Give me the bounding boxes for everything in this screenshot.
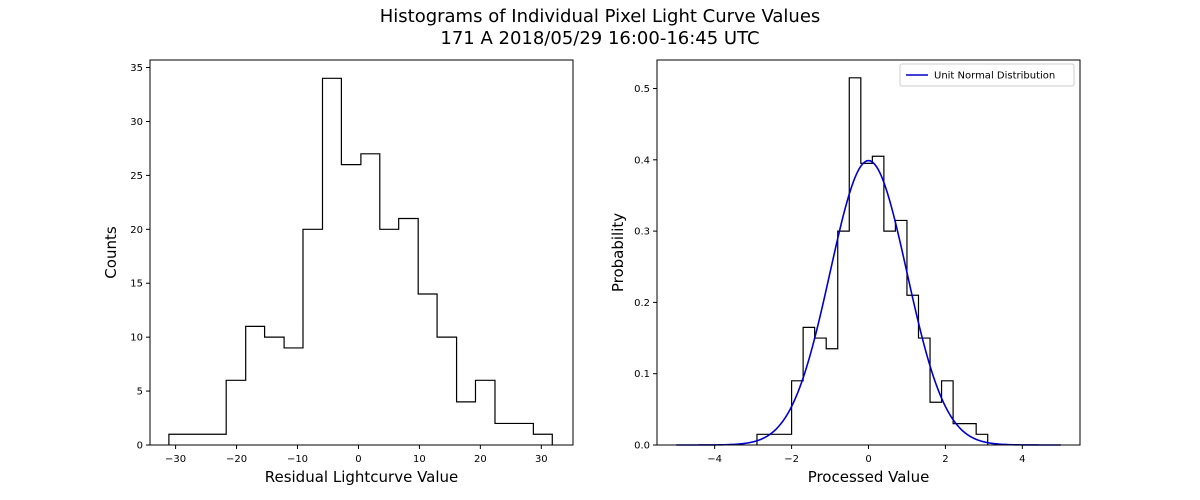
left-xlabel: Residual Lightcurve Value bbox=[265, 468, 459, 486]
right-xtick-label: 4 bbox=[1019, 454, 1025, 465]
right-histogram-steps bbox=[756, 77, 989, 445]
legend-entry-label: Unit Normal Distribution bbox=[934, 71, 1055, 82]
right-ytick-label: 0.4 bbox=[634, 155, 650, 166]
left-xtick-label: 0 bbox=[355, 454, 361, 465]
left-ytick-label: 10 bbox=[130, 333, 143, 344]
right-ylabel: Probability bbox=[609, 213, 627, 292]
right-ytick-label: 0.1 bbox=[634, 369, 650, 380]
figure-title-line2: 171 A 2018/05/29 16:00-16:45 UTC bbox=[440, 28, 760, 49]
left-axes-frame bbox=[149, 59, 574, 446]
right-axes-frame bbox=[656, 59, 1081, 446]
right-legend: Unit Normal Distribution bbox=[899, 63, 1075, 87]
left-histogram-steps bbox=[168, 77, 553, 445]
right-xlabel: Processed Value bbox=[808, 468, 930, 486]
right-xtick-label: 2 bbox=[942, 454, 948, 465]
left-chart-group: −30 −20 −10 0 10 20 30 0 5 10 15 20 25 30 35 Residual L… bbox=[102, 59, 574, 486]
right-ytick-label: 0.3 bbox=[634, 227, 650, 238]
right-xtick-label: −4 bbox=[707, 454, 722, 465]
figure-title: Histograms of Individual Pixel Light Cur… bbox=[0, 6, 1200, 50]
left-xtick-label: −20 bbox=[226, 454, 247, 465]
left-ytick-label: 15 bbox=[130, 279, 143, 290]
right-xtick-label: −2 bbox=[784, 454, 799, 465]
left-ytick-label: 5 bbox=[137, 387, 143, 398]
right-ytick-label: 0.0 bbox=[634, 441, 650, 452]
left-xtick-label: −10 bbox=[287, 454, 308, 465]
right-ytick-label: 0.5 bbox=[634, 84, 650, 95]
right-xtick-label: 0 bbox=[865, 454, 871, 465]
legend-box bbox=[899, 63, 1075, 87]
left-ytick-label: 25 bbox=[130, 171, 143, 182]
figure-title-line1: Histograms of Individual Pixel Light Cur… bbox=[379, 6, 821, 27]
left-ytick-label: 20 bbox=[130, 225, 143, 236]
right-chart-group: −4 −2 0 2 4 0.0 0.1 0.2 0.3 0.4 0.5 Processed Value… bbox=[609, 59, 1081, 486]
left-ylabel: Counts bbox=[102, 226, 120, 279]
right-normal-curve bbox=[676, 159, 1061, 446]
left-xtick-label: 10 bbox=[413, 454, 426, 465]
left-ytick-label: 30 bbox=[130, 117, 143, 128]
right-ytick-label: 0.2 bbox=[634, 298, 650, 309]
left-ytick-label: 35 bbox=[130, 63, 143, 74]
left-xtick-label: −30 bbox=[165, 454, 186, 465]
left-xtick-label: 30 bbox=[535, 454, 548, 465]
left-ytick-label: 0 bbox=[137, 441, 143, 452]
left-xtick-label: 20 bbox=[474, 454, 487, 465]
